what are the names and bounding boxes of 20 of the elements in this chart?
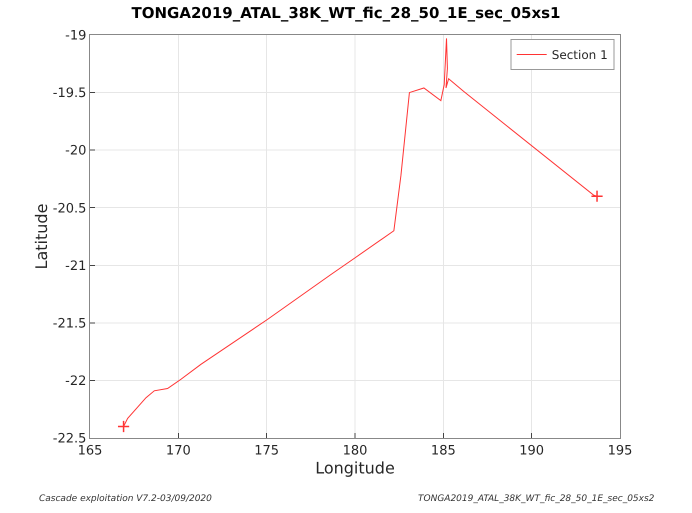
y-tick-label: -22 — [65, 374, 86, 389]
chart-title: TONGA2019_ATAL_38K_WT_fic_28_50_1E_sec_05xs1 — [131, 4, 561, 22]
x-tick-label: 195 — [608, 444, 632, 459]
x-tick-label: 185 — [430, 444, 456, 459]
text: Cascade exploitation V7.2-03/09/2020 — [39, 494, 212, 504]
x-tick-label: 190 — [519, 444, 544, 459]
y-tick-label: -19.5 — [52, 86, 86, 102]
y-tick-label: -20.5 — [52, 201, 86, 216]
x-tick-label: 170 — [166, 444, 191, 459]
y-tick-label: -21 — [65, 258, 86, 274]
text: TONGA2019_ATAL_38K_WT_fic_28_50_1E_sec_05xs2 — [418, 494, 655, 504]
y-tick-label: -19 — [65, 28, 86, 44]
y-tick-label: -21.5 — [52, 316, 86, 332]
y-tick-label: -20 — [65, 144, 86, 159]
y-axis-title: Latitude — [32, 204, 51, 270]
x-tick-label: 180 — [342, 444, 368, 459]
x-tick-label: 175 — [254, 444, 280, 459]
x-axis-title: Longitude — [315, 458, 395, 478]
x-tick-label: 165 — [78, 444, 102, 459]
legend-label: Section 1 — [552, 48, 608, 62]
